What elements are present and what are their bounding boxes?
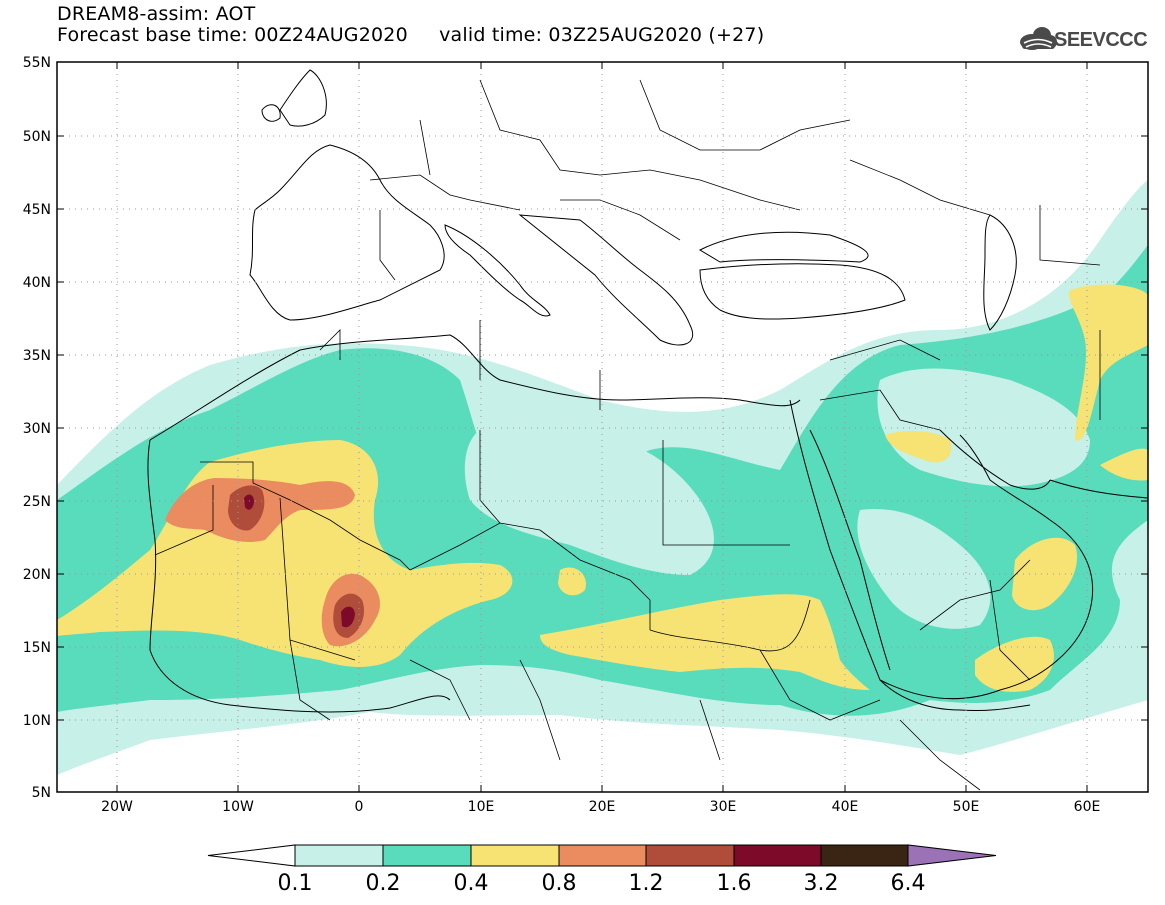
colorbar-swatch	[558, 844, 647, 867]
lon-label: 20E	[589, 799, 616, 815]
colorbar-arrow-high	[907, 844, 997, 867]
colorbar-label: 0.1	[278, 871, 313, 896]
colorbar-label: 1.6	[717, 871, 752, 896]
aot-hole-1	[464, 425, 714, 575]
colorbar-label: 3.2	[804, 871, 839, 896]
colorbar-swatch	[470, 844, 560, 867]
aot-band-0.4-iran	[1068, 284, 1148, 441]
seevccc-logo	[1020, 27, 1057, 50]
colorbar-swatch	[382, 844, 472, 867]
lon-label: 30E	[710, 799, 737, 815]
lat-label: 5N	[32, 785, 51, 801]
aot-band-0.4-arabia-s	[1012, 537, 1078, 611]
lon-label: 10W	[222, 799, 254, 815]
colorbar-arrow-low	[207, 844, 296, 867]
lat-label: 35N	[23, 348, 51, 364]
lat-label: 15N	[23, 640, 51, 656]
lat-label: 20N	[23, 567, 51, 583]
colorbar-label: 0.2	[366, 871, 401, 896]
colorbar-label: 1.2	[629, 871, 664, 896]
lon-label: 0	[355, 799, 364, 815]
aot-band-0.4-pakistan	[1100, 448, 1148, 481]
aot-band-1.6-b	[341, 606, 355, 628]
lat-label: 50N	[23, 129, 51, 145]
lat-label: 30N	[23, 421, 51, 437]
lat-label: 40N	[23, 275, 51, 291]
colorbar-swatch	[294, 844, 384, 867]
colorbar-labels: 0.1 0.2 0.4 0.8 1.2 1.6 3.2 6.4	[278, 871, 926, 896]
aot-shading	[57, 180, 1148, 775]
map-subtitle: Forecast base time: 00Z24AUG2020 valid t…	[57, 25, 764, 45]
colorbar	[207, 844, 997, 867]
colorbar-swatch	[820, 844, 909, 867]
lat-label: 10N	[23, 713, 51, 729]
lon-label: 10E	[468, 799, 495, 815]
lon-label: 50E	[953, 799, 980, 815]
lon-labels: 20W 10W 0 10E 20E 30E 40E 50E 60E	[101, 799, 1100, 815]
colorbar-label: 0.4	[454, 871, 489, 896]
coastlines	[147, 69, 1148, 713]
lat-label: 25N	[23, 494, 51, 510]
country-borders	[154, 79, 1101, 791]
aot-band-0.4-west	[57, 440, 513, 667]
aot-hole-3	[857, 509, 991, 629]
lat-label: 55N	[23, 55, 51, 71]
colorbar-swatch	[645, 844, 735, 867]
lon-label: 60E	[1074, 799, 1101, 815]
aot-band-0.4-arabia-n	[885, 430, 952, 463]
valid-time: valid time: 03Z25AUG2020 (+27)	[439, 24, 765, 46]
lon-label: 40E	[832, 799, 859, 815]
lon-label: 20W	[101, 799, 133, 815]
logo-text: SEEVCCC	[1054, 29, 1148, 51]
colorbar-label: 0.8	[542, 871, 577, 896]
aot-band-0.4-sahel	[540, 594, 870, 690]
base-time: Forecast base time: 00Z24AUG2020	[57, 24, 408, 46]
colorbar-swatch	[733, 844, 822, 867]
colorbar-label: 6.4	[891, 871, 926, 896]
lat-label: 45N	[23, 202, 51, 218]
lat-labels: 5N 10N 15N 20N 25N 30N 35N 40N 45N 50N 5…	[23, 55, 51, 801]
map-title: DREAM8-assim: AOT	[57, 3, 256, 25]
aot-band-0.4-blob-1	[558, 567, 586, 596]
aot-band-1.6-a	[244, 494, 254, 510]
tick-marks	[57, 61, 1148, 793]
